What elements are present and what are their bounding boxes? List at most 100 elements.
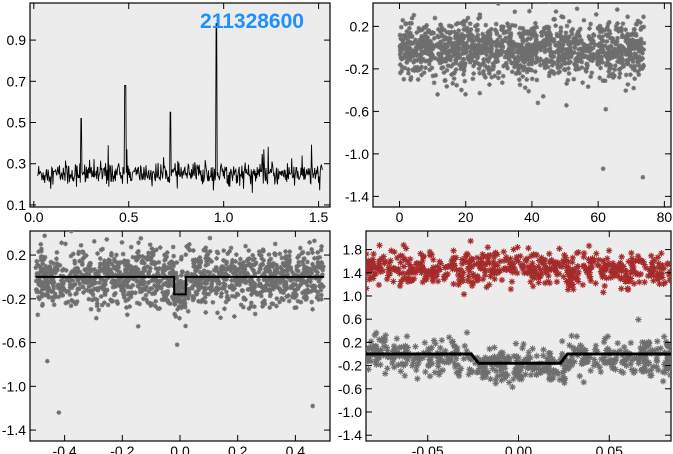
data-point: [515, 58, 521, 64]
data-point: [401, 372, 409, 379]
data-point: [70, 277, 76, 283]
data-point: [510, 375, 517, 383]
data-point: [397, 62, 403, 67]
data-point: [591, 40, 596, 46]
data-point: [559, 47, 564, 53]
data-point: [556, 245, 563, 252]
data-point: [86, 272, 92, 277]
data-point: [134, 300, 140, 306]
data-point: [498, 276, 506, 284]
data-point: [260, 247, 266, 253]
data-point: [267, 277, 273, 283]
data-point: [381, 257, 389, 265]
data-point: [89, 297, 95, 303]
x-tick-label: 0.05: [596, 443, 623, 454]
data-point: [408, 46, 413, 52]
data-point: [576, 47, 582, 52]
data-point: [252, 256, 257, 262]
data-point: [476, 66, 482, 72]
data-point: [135, 256, 140, 262]
data-point: [391, 248, 398, 256]
axis-layer: 0 20 40 60 800.2-0.2-0.6-1.0-1.4: [345, 3, 672, 225]
data-point: [450, 42, 456, 47]
data-point: [182, 300, 188, 306]
data-point: [571, 268, 578, 276]
data-point: [367, 358, 375, 365]
series-layer: [397, 3, 647, 180]
data-point: [268, 292, 274, 297]
data-point: [390, 278, 397, 285]
data-point: [653, 363, 660, 371]
data-point: [653, 354, 660, 362]
data-point: [436, 56, 442, 62]
data-point: [419, 354, 427, 362]
data-point: [641, 47, 647, 52]
data-point: [75, 278, 81, 284]
data-point: [534, 49, 539, 55]
data-point: [194, 268, 199, 274]
data-point: [197, 275, 203, 281]
data-point: [519, 363, 526, 370]
data-point: [73, 291, 78, 297]
data-point: [559, 369, 566, 376]
data-point: [280, 260, 286, 266]
data-point: [572, 44, 578, 50]
data-point: [125, 284, 130, 290]
data-point: [639, 25, 644, 30]
data-point: [546, 24, 552, 30]
data-point: [588, 256, 596, 264]
data-point: [421, 339, 429, 346]
data-point: [508, 278, 516, 285]
data-point: [205, 261, 211, 267]
data-point: [461, 342, 468, 350]
data-point: [482, 364, 489, 372]
data-point: [578, 52, 584, 58]
data-point: [306, 269, 312, 275]
data-point: [416, 52, 422, 58]
data-point: [569, 51, 574, 57]
data-point: [63, 241, 68, 247]
data-point: [376, 265, 383, 272]
data-point: [620, 343, 628, 351]
data-point: [504, 54, 510, 60]
data-point: [592, 359, 599, 366]
data-point: [524, 45, 530, 51]
data-point: [531, 28, 537, 34]
data-point: [533, 52, 538, 58]
data-point: [445, 358, 452, 365]
data-point: [487, 375, 494, 383]
data-point: [235, 276, 240, 282]
data-point: [540, 260, 547, 267]
data-point: [427, 67, 433, 73]
data-point: [639, 346, 647, 353]
data-point: [79, 260, 85, 266]
data-point: [400, 263, 408, 270]
data-point: [233, 282, 239, 288]
data-point: [372, 343, 380, 350]
data-point: [279, 295, 285, 301]
data-point: [577, 34, 582, 39]
data-point: [161, 282, 166, 288]
data-point: [545, 34, 551, 39]
data-point: [631, 39, 636, 45]
data-point: [473, 50, 478, 56]
data-point: [466, 352, 473, 359]
data-point: [316, 278, 322, 284]
data-point: [569, 259, 576, 266]
data-point: [408, 277, 415, 284]
data-point: [399, 64, 405, 70]
data-point: [654, 254, 662, 261]
data-point: [614, 264, 621, 271]
data-point: [519, 265, 527, 273]
data-point: [164, 293, 169, 298]
data-point: [90, 275, 96, 281]
data-point: [174, 260, 180, 265]
data-point: [436, 51, 442, 57]
data-point: [424, 22, 430, 28]
data-point: [415, 68, 421, 73]
data-point: [568, 332, 575, 340]
data-point: [576, 28, 582, 34]
data-point: [465, 55, 471, 61]
data-point: [441, 359, 448, 366]
data-point: [410, 52, 416, 58]
